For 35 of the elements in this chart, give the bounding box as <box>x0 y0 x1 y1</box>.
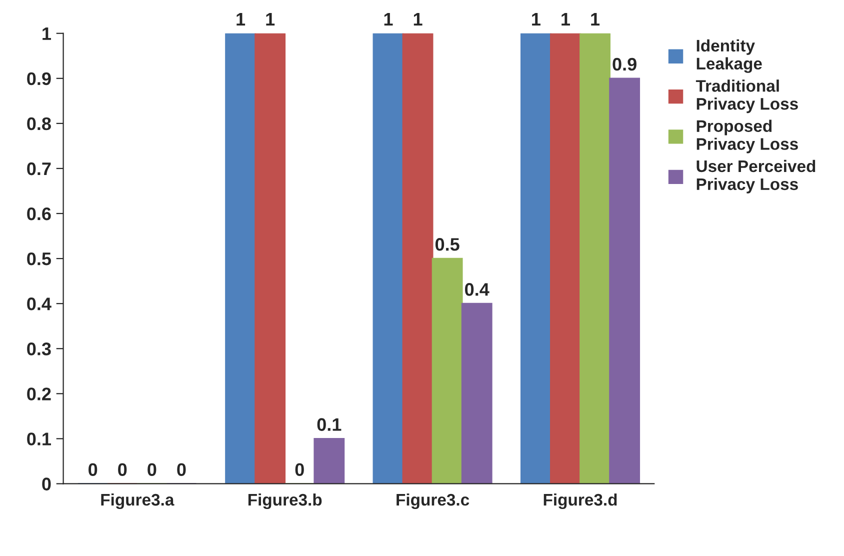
data-label: 0.1 <box>317 418 342 431</box>
y-tick-label: 0.9 <box>27 72 51 86</box>
y-tick-label: 0.4 <box>27 298 52 310</box>
x-tick-label: Figure3.b <box>248 493 322 510</box>
y-tick-label: 0.6 <box>27 207 51 220</box>
data-label: 0 <box>88 463 98 476</box>
data-label: 0 <box>118 463 127 476</box>
data-label: 0 <box>177 463 186 476</box>
legend-label: User Perceived Privacy Loss <box>696 160 816 194</box>
y-tick-label: 0.8 <box>27 117 51 130</box>
data-label: 1 <box>384 13 393 26</box>
legend-label: Traditional Privacy Loss <box>696 80 798 114</box>
data-label: 1 <box>532 13 540 26</box>
legend-label: Proposed Privacy Loss <box>696 120 798 154</box>
y-tick-label: 0 <box>42 478 51 490</box>
y-tick-label: 0.5 <box>27 252 51 266</box>
y-tick-label: 0.2 <box>27 388 51 400</box>
data-label: 0.4 <box>465 283 490 296</box>
data-label: 0 <box>295 463 304 476</box>
y-tick-label: 0.3 <box>27 342 51 356</box>
data-label: 0.9 <box>612 58 636 71</box>
data-label: 1 <box>414 13 422 26</box>
data-label: 0.5 <box>435 238 460 251</box>
data-label: 1 <box>266 13 275 26</box>
data-label: 1 <box>562 13 570 26</box>
legend-label: Identity Leakage <box>696 39 762 73</box>
x-tick-label: Figure3.c <box>396 493 470 510</box>
x-tick-label: Figure3.d <box>544 493 617 510</box>
data-label: 1 <box>591 13 600 26</box>
y-tick-label: 0.1 <box>27 432 51 446</box>
x-tick-label: Figure3.a <box>101 493 174 510</box>
y-tick-label: 0.7 <box>27 162 51 176</box>
data-label: 1 <box>236 13 246 26</box>
y-tick-label: 1 <box>42 27 51 40</box>
data-label: 0 <box>148 463 156 476</box>
